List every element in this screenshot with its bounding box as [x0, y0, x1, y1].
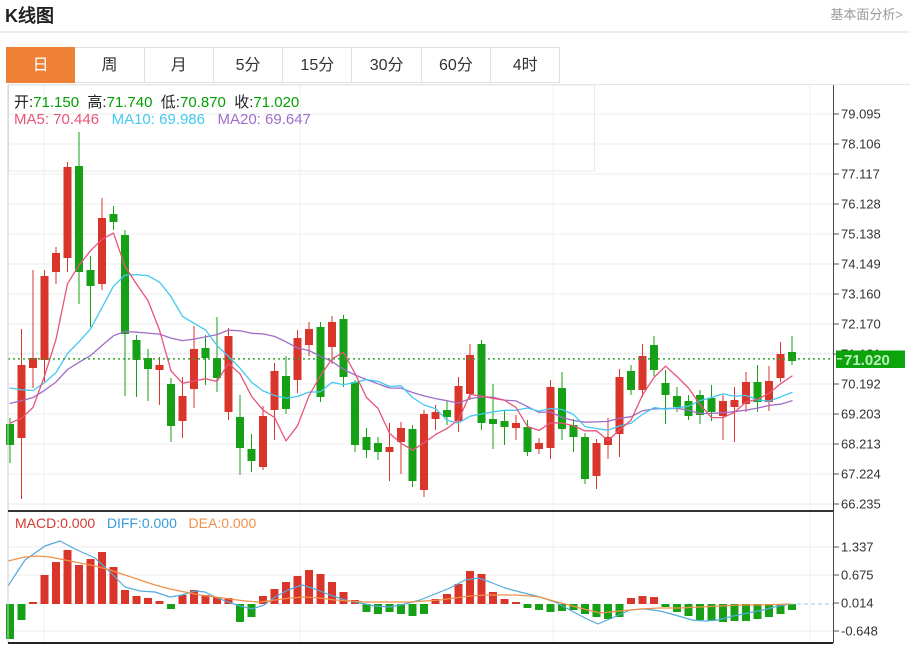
svg-text:66.235: 66.235 — [841, 497, 881, 512]
svg-text:77.117: 77.117 — [841, 167, 880, 182]
svg-text:76.128: 76.128 — [841, 197, 881, 212]
svg-text:79.095: 79.095 — [841, 107, 881, 122]
svg-text:0.675: 0.675 — [841, 568, 874, 583]
svg-text:67.224: 67.224 — [841, 467, 881, 482]
svg-text:-0.648: -0.648 — [841, 624, 878, 639]
svg-text:75.138: 75.138 — [841, 227, 881, 242]
svg-text:68.213: 68.213 — [841, 437, 881, 452]
svg-text:78.106: 78.106 — [841, 137, 881, 152]
svg-text:70.192: 70.192 — [841, 377, 881, 392]
svg-text:72.170: 72.170 — [841, 317, 881, 332]
svg-text:73.160: 73.160 — [841, 287, 881, 302]
svg-text:0.014: 0.014 — [841, 596, 874, 611]
svg-text:74.149: 74.149 — [841, 257, 881, 272]
svg-text:69.203: 69.203 — [841, 407, 881, 422]
svg-text:71.020: 71.020 — [844, 352, 890, 369]
svg-text:1.337: 1.337 — [841, 540, 874, 555]
